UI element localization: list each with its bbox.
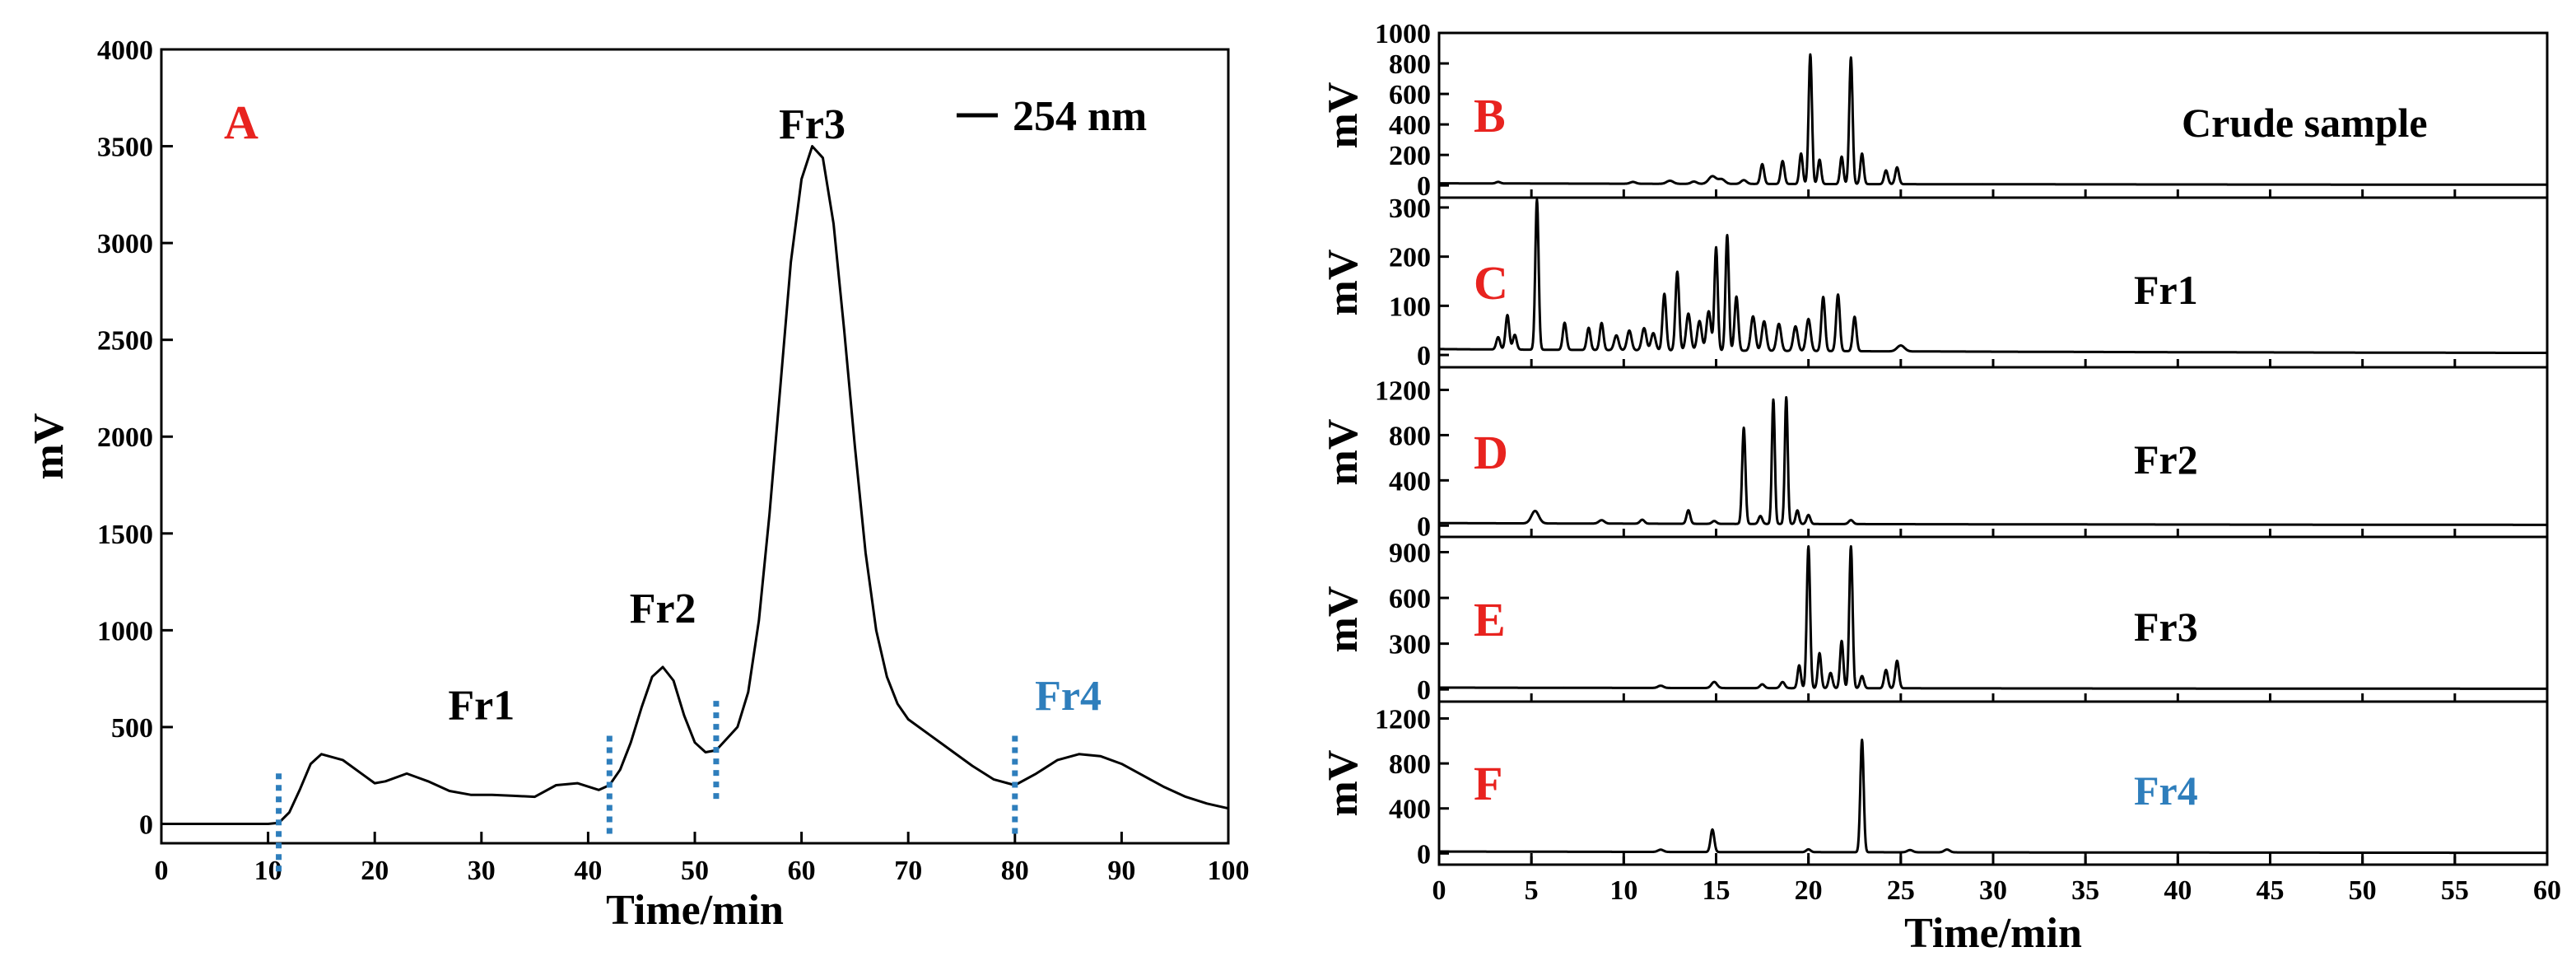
panel-b-y-tick-label: 0 [1417, 171, 1431, 202]
panel-e-trace [1437, 545, 2548, 690]
panel-c-sample-label: Fr1 [2134, 267, 2198, 313]
panel-e-y-tick-label: 900 [1389, 539, 1431, 569]
panel-b-letter: B [1474, 89, 1506, 142]
panel-a-fraction-label: Fr1 [448, 683, 515, 730]
panel-f-x-tick-label: 30 [1979, 875, 2007, 906]
panel-f-x-tick-label: 60 [2533, 875, 2561, 906]
panel-f-x-tick-label: 35 [2071, 875, 2099, 906]
panel-a-x-tick-label: 0 [155, 856, 169, 886]
panel-d-y-tick-label: 1200 [1375, 376, 1431, 406]
panel-a-x-tick-label: 50 [681, 856, 709, 886]
panel-c-y-tick-label: 200 [1389, 243, 1431, 273]
panel-a-x-tick-label: 30 [468, 856, 496, 886]
panel-f-x-tick-label: 40 [2164, 875, 2192, 906]
panel-c-y-tick-label: 0 [1417, 341, 1431, 371]
panel-c-y-axis-title: mV [1320, 250, 1367, 316]
panel-a-x-tick-label: 100 [1208, 856, 1250, 886]
panel-d-letter: D [1474, 426, 1508, 479]
panel-a-frame [160, 48, 1230, 845]
panel-e-y-axis-title: mV [1320, 586, 1367, 653]
panel-a-x-tick-label: 40 [574, 856, 602, 886]
panel-a-x-tick-label: 80 [1001, 856, 1029, 886]
panel-a-x-tick-label: 90 [1107, 856, 1135, 886]
panel-d-y-tick-label: 400 [1389, 466, 1431, 497]
panel-a-y-tick-label: 500 [111, 713, 153, 744]
panel-a-trace-254nm [161, 145, 1229, 825]
panel-a-fraction-label: Fr4 [1035, 673, 1102, 720]
panel-b-y-tick-label: 600 [1389, 80, 1431, 110]
panel-f-y-tick-label: 1200 [1375, 704, 1431, 735]
panel-c-trace [1437, 198, 2548, 354]
panel-c-letter: C [1474, 256, 1508, 310]
panel-b-sample-label: Crude sample [2182, 100, 2428, 146]
panel-d-sample-label: Fr2 [2134, 436, 2198, 483]
panel-a-x-axis-title: Time/min [606, 887, 784, 934]
panel-a-x-tick-label: 60 [788, 856, 816, 886]
panel-e-frame [1437, 535, 2549, 703]
panel-f-x-tick-label: 20 [1795, 875, 1823, 906]
panel-e-sample-label: Fr3 [2134, 604, 2198, 650]
panel-c: 0 100 200 300 mV C Fr1 [1320, 194, 2549, 371]
panel-f-x-tick-label: 55 [2441, 875, 2469, 906]
panel-b-y-tick-label: 800 [1389, 49, 1431, 80]
panel-d-frame [1437, 366, 2549, 539]
panel-a-y-tick-label: 1500 [97, 520, 153, 550]
panel-e-y-tick-label: 600 [1389, 584, 1431, 614]
panel-a-x-tick-label: 20 [361, 856, 389, 886]
panel-e-y-tick-label: 300 [1389, 630, 1431, 660]
panel-b-y-tick-label: 400 [1389, 110, 1431, 141]
panel-f-letter: F [1474, 757, 1502, 810]
panel-a-y-tick-label: 0 [139, 809, 153, 840]
panel-a-y-axis-title: mV [26, 413, 72, 480]
panel-f-x-tick-label: 10 [1609, 875, 1637, 906]
panel-f-y-axis-title: mV [1320, 750, 1367, 817]
panel-e-letter: E [1474, 593, 1506, 646]
panel-a-y-tick-label: 2000 [97, 422, 153, 453]
panel-f-y-tick-label: 400 [1389, 795, 1431, 825]
panel-b-y-tick-label: 1000 [1375, 19, 1431, 49]
panel-f-x-tick-label: 50 [2349, 875, 2377, 906]
panel-f-x-tick-label: 0 [1432, 875, 1446, 906]
panel-a-y-tick-label: 4000 [97, 35, 153, 66]
panel-d-y-tick-label: 0 [1417, 511, 1431, 542]
panel-a-y-tick-label: 3000 [97, 229, 153, 259]
panel-a-fraction-label: Fr2 [630, 585, 696, 632]
panel-d-y-axis-title: mV [1320, 419, 1367, 486]
panel-b-y-axis-title: mV [1320, 82, 1367, 149]
panel-a-legend-label: 254 nm [1013, 93, 1147, 140]
panel-b-trace [1437, 53, 2548, 186]
panel-f-x-tick-label: 5 [1525, 875, 1539, 906]
panel-f-x-axis-title: Time/min [1904, 910, 2082, 957]
panel-d: 0 400 800 1200 mV D Fr2 [1320, 366, 2549, 542]
panel-f-frame [1437, 700, 2549, 866]
panel-a-y-tick-label: 3500 [97, 133, 153, 163]
panel-f-y-tick-label: 800 [1389, 749, 1431, 780]
panel-f-x-tick-label: 25 [1887, 875, 1915, 906]
panel-f-trace [1437, 738, 2548, 855]
panel-e: 0 300 600 900 mV E Fr3 [1320, 535, 2549, 706]
panel-d-trace [1437, 396, 2548, 526]
panel-f: 0 400 800 1200 mV F Fr4 0 5 10 15 20 25 30 35 40 45 50 55 6… [1320, 700, 2561, 957]
panel-f-y-tick-label: 0 [1417, 839, 1431, 870]
panel-a-letter: A [224, 96, 259, 149]
panel-e-y-tick-label: 0 [1417, 675, 1431, 706]
panel-a-y-tick-label: 1000 [97, 616, 153, 646]
panel-f-sample-label: Fr4 [2134, 767, 2198, 814]
panel-f-x-tick-label: 45 [2257, 875, 2285, 906]
panel-c-y-tick-label: 100 [1389, 292, 1431, 322]
panel-a-fraction-label: Fr3 [779, 101, 845, 148]
panel-d-y-tick-label: 800 [1389, 421, 1431, 451]
panel-c-y-tick-label: 300 [1389, 194, 1431, 224]
panel-b-y-tick-label: 200 [1389, 141, 1431, 171]
panel-f-x-tick-label: 15 [1703, 875, 1731, 906]
panel-a-y-tick-label: 2500 [97, 326, 153, 357]
panel-a-x-tick-label: 70 [894, 856, 922, 886]
